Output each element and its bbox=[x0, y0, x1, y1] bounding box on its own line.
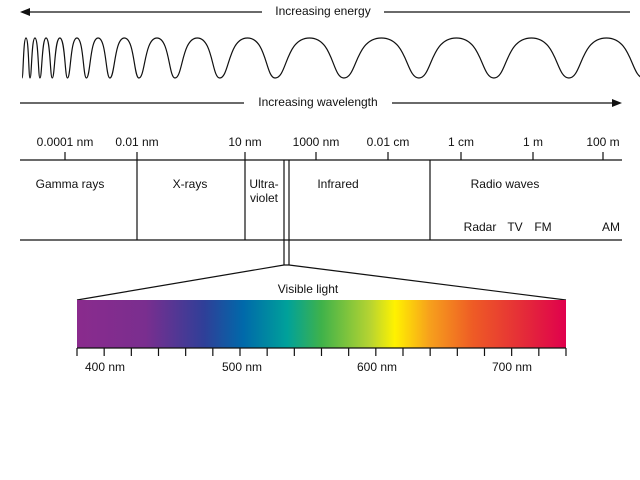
visible-tick-label: 600 nm bbox=[357, 360, 397, 374]
arrow-head bbox=[612, 99, 622, 107]
scale-label: 0.0001 nm bbox=[37, 135, 94, 149]
visible-tick-label: 400 nm bbox=[85, 360, 125, 374]
region-label: Ultra- bbox=[249, 177, 278, 191]
energy-label: Increasing energy bbox=[275, 4, 370, 18]
visible-tick-label: 700 nm bbox=[492, 360, 532, 374]
region-label: Infrared bbox=[317, 177, 358, 191]
region-label: X-rays bbox=[173, 177, 208, 191]
region-label: Gamma rays bbox=[36, 177, 105, 191]
scale-label: 1000 nm bbox=[293, 135, 340, 149]
scale-label: 1 m bbox=[523, 135, 543, 149]
scale-label: 1 cm bbox=[448, 135, 474, 149]
scale-label: 100 m bbox=[586, 135, 619, 149]
visible-spectrum bbox=[77, 300, 566, 348]
visible-tick-label: 500 nm bbox=[222, 360, 262, 374]
region-label: Radio waves bbox=[471, 177, 540, 191]
scale-label: 0.01 cm bbox=[367, 135, 410, 149]
band-label: FM bbox=[534, 220, 551, 234]
scale-label: 0.01 nm bbox=[115, 135, 158, 149]
wavelength-label: Increasing wavelength bbox=[258, 95, 377, 109]
scale-label: 10 nm bbox=[228, 135, 261, 149]
band-label: Radar bbox=[464, 220, 497, 234]
band-label: TV bbox=[507, 220, 522, 234]
arrow-head bbox=[20, 8, 30, 16]
visible-title: Visible light bbox=[278, 282, 339, 296]
band-label: AM bbox=[602, 220, 620, 234]
region-label: violet bbox=[250, 191, 279, 205]
wave bbox=[21, 37, 640, 79]
zoom-lines bbox=[76, 264, 567, 301]
